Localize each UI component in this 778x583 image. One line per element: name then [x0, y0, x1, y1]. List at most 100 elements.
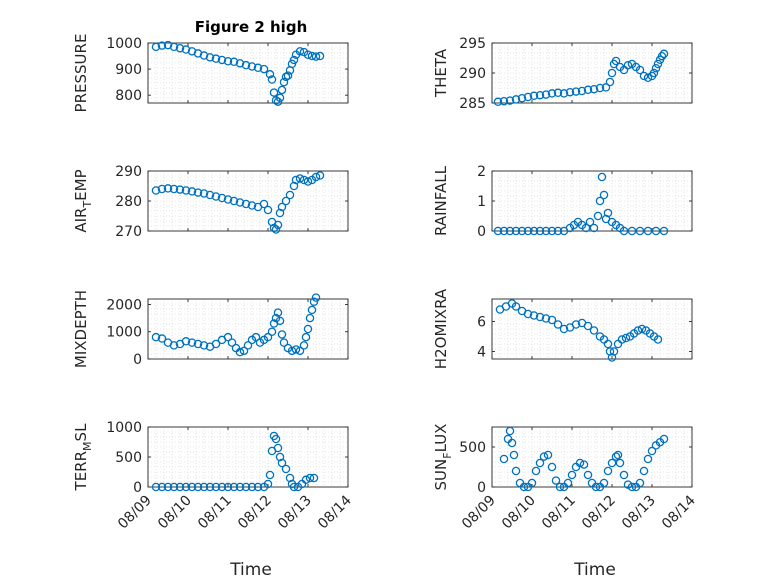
data-point [175, 43, 185, 53]
data-point [589, 84, 599, 94]
data-point [563, 478, 573, 488]
subplot-8: 08/09 08/10 08/11 08/12 08/13 08/14 500 0 SUNFLU… [432, 424, 699, 533]
x-tick-label: 08/14 [315, 492, 355, 532]
data-point [609, 347, 619, 356]
x-tick-label: 08/12 [579, 493, 619, 533]
data-point [493, 226, 503, 236]
data-point [271, 434, 281, 444]
data-point [267, 327, 277, 336]
data-point [247, 62, 257, 71]
data-point [535, 312, 545, 322]
data-point [169, 42, 179, 52]
data-point [509, 450, 519, 460]
data-point [607, 458, 617, 468]
data-point [511, 226, 521, 236]
data-point [617, 335, 627, 344]
figure-title: Figure 2 high [195, 18, 308, 36]
data-point [529, 226, 539, 236]
data-point [223, 57, 233, 66]
data-point [635, 478, 645, 488]
data-point [291, 345, 301, 354]
data-point [643, 226, 653, 236]
data-point [235, 482, 245, 492]
data-point [555, 482, 565, 492]
y-tick-label: 0 [477, 480, 486, 496]
data-point [259, 64, 269, 74]
data-point [265, 70, 275, 79]
data-point [571, 320, 581, 329]
data-point [301, 332, 311, 342]
data-point [619, 470, 629, 480]
y-tick-label: 4 [477, 345, 486, 361]
data-point [621, 333, 631, 343]
y-axis-label: SUNFLUX [432, 424, 454, 491]
data-point [535, 90, 545, 100]
data-point [571, 87, 581, 96]
data-point [279, 338, 289, 347]
data-point [591, 482, 601, 492]
data-point [637, 324, 647, 334]
data-point [181, 186, 191, 195]
data-point [163, 184, 173, 193]
data-point [613, 450, 623, 460]
data-point [271, 225, 281, 234]
data-point [277, 330, 287, 339]
data-point [253, 63, 263, 73]
data-point [181, 482, 191, 492]
data-point [157, 184, 167, 194]
data-point [217, 482, 227, 492]
data-point [279, 77, 289, 87]
data-point [653, 335, 663, 344]
data-point [157, 482, 167, 492]
y-axis-label: RAINFALL [432, 165, 450, 236]
data-point [543, 450, 553, 460]
data-point [291, 175, 301, 185]
data-point [567, 470, 577, 480]
data-point [277, 202, 287, 212]
data-point [553, 88, 563, 98]
data-point [307, 51, 317, 61]
x-tick-label: 08/09 [459, 493, 499, 533]
data-point [553, 320, 563, 329]
data-point [531, 466, 541, 476]
data-point [565, 87, 575, 97]
data-point [311, 293, 321, 302]
subplot-4: 2 1 0 RAINFALL [432, 164, 693, 240]
x-tick-label: 08/12 [235, 493, 275, 533]
data-point [309, 473, 319, 483]
data-point [607, 68, 617, 78]
data-point [199, 51, 209, 60]
data-point [581, 223, 591, 233]
y-tick-label: 290 [459, 66, 486, 82]
x-tick-label: 08/14 [659, 492, 699, 532]
data-point [169, 341, 179, 350]
data-point [239, 346, 249, 356]
data-point [511, 95, 521, 104]
data-point [223, 332, 233, 342]
data-point [553, 226, 563, 236]
data-point [535, 458, 545, 468]
data-point [635, 226, 645, 236]
y-tick-label: 0 [477, 224, 486, 240]
data-point [597, 172, 607, 182]
axes-box [491, 298, 693, 360]
data-point [193, 482, 203, 492]
data-point [205, 190, 215, 200]
y-axis-label: TERRMSL [72, 423, 94, 492]
data-point [235, 347, 245, 357]
data-point [547, 315, 557, 325]
y-tick-label: 290 [115, 164, 142, 180]
data-point [627, 226, 637, 236]
data-point [277, 85, 287, 95]
data-point [575, 458, 585, 468]
data-point [187, 338, 197, 347]
data-point [315, 171, 325, 180]
data-point [263, 479, 273, 489]
data-point [589, 223, 599, 233]
data-point [311, 52, 321, 61]
data-point [585, 217, 595, 227]
data-point [193, 339, 203, 349]
subplot-2: 295 290 285 THETA [432, 36, 693, 112]
data-point [505, 96, 515, 105]
subplot-5: 2000 1000 0 MIXDEPTH [72, 290, 349, 368]
